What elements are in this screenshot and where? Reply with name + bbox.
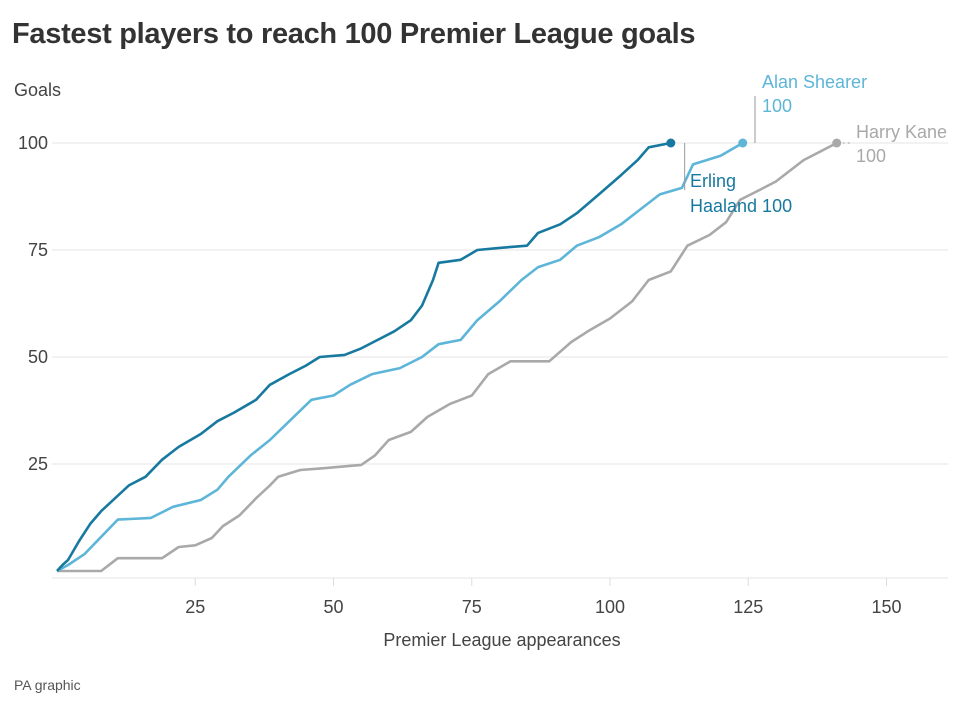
harry-kane-label-name: Harry Kane	[856, 122, 947, 142]
x-tick-label: 75	[462, 597, 482, 617]
erling-haaland-end-point	[666, 138, 676, 148]
erling-haaland-label-value: Haaland 100	[690, 196, 792, 216]
harry-kane-label-value: 100	[856, 146, 886, 166]
harry-kane-line	[57, 141, 838, 573]
alan-shearer-label-value: 100	[762, 96, 792, 116]
x-tick-label: 25	[185, 597, 205, 617]
y-tick-label: 75	[28, 240, 48, 260]
harry-kane-end-point	[832, 138, 842, 148]
alan-shearer-end-point	[738, 138, 748, 148]
x-tick-label: 125	[733, 597, 763, 617]
alan-shearer-line	[56, 141, 744, 573]
erling-haaland-line	[56, 141, 672, 572]
x-axis-label: Premier League appearances	[383, 630, 621, 650]
y-tick-label: 25	[28, 454, 48, 474]
x-tick-label: 50	[323, 597, 343, 617]
x-tick-label: 100	[595, 597, 625, 617]
y-axis-label: Goals	[14, 80, 62, 100]
y-tick-label: 100	[18, 133, 48, 153]
alan-shearer-label-name: Alan Shearer	[762, 72, 867, 92]
erling-haaland-label-name: Erling	[690, 171, 736, 191]
source-credit: PA graphic	[14, 677, 81, 693]
chart-title: Fastest players to reach 100 Premier Lea…	[12, 18, 696, 50]
y-tick-label: 50	[28, 347, 48, 367]
x-tick-label: 150	[871, 597, 901, 617]
